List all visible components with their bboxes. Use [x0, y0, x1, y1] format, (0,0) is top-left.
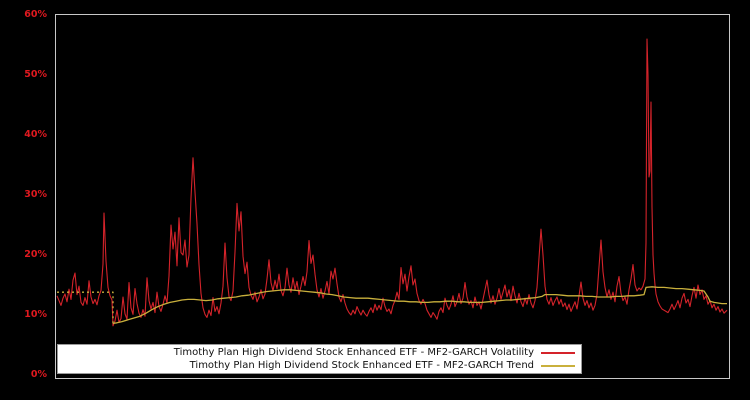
y-axis-tick-label-60: 60% [24, 9, 47, 20]
legend-line-sample-volatility [541, 351, 575, 354]
y-axis-tick-label-50: 50% [24, 69, 47, 80]
legend: Timothy Plan High Dividend Stock Enhance… [57, 344, 582, 374]
legend-label-trend: Timothy Plan High Dividend Stock Enhance… [189, 359, 534, 371]
y-axis-tick-label-10: 10% [24, 309, 47, 320]
y-axis-tick-label-20: 20% [24, 249, 47, 260]
legend-row-volatility: Timothy Plan High Dividend Stock Enhance… [58, 346, 581, 359]
legend-line-sample-trend [541, 364, 575, 367]
y-axis-tick-label-40: 40% [24, 129, 47, 140]
legend-label-volatility: Timothy Plan High Dividend Stock Enhance… [173, 346, 534, 358]
y-axis-tick-label-30: 30% [24, 189, 47, 200]
legend-row-trend: Timothy Plan High Dividend Stock Enhance… [58, 359, 581, 372]
y-axis-tick-label-0: 0% [30, 369, 47, 380]
plot-area-border [55, 14, 730, 379]
